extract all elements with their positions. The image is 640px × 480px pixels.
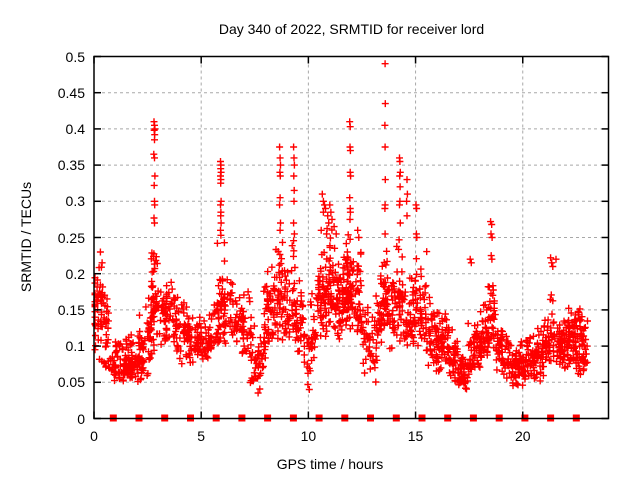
- y-tick-label: 0.1: [65, 338, 85, 355]
- y-tick-label: 0.45: [57, 84, 85, 101]
- y-tick-label: 0.15: [57, 301, 85, 318]
- y-tick-label: 0.3: [65, 193, 85, 210]
- y-tick-label: 0.4: [65, 120, 85, 137]
- x-tick-label: 20: [514, 428, 531, 444]
- y-tick-label: 0.2: [65, 265, 85, 282]
- y-tick-label: 0.5: [65, 48, 85, 65]
- chart-title: Day 340 of 2022, SRMTID for receiver lor…: [218, 21, 485, 37]
- x-axis-label: GPS time / hours: [276, 456, 384, 472]
- y-tick-label: 0.35: [57, 157, 85, 174]
- x-tick-label: 5: [197, 428, 206, 444]
- x-tick-label: 10: [300, 428, 317, 444]
- scatter-points: [91, 60, 591, 397]
- y-tick-label: 0.25: [57, 229, 85, 246]
- y-tick-label: 0: [77, 410, 85, 427]
- x-tick-label: 0: [90, 428, 98, 444]
- y-tick-label: 0.05: [57, 374, 85, 391]
- axis-ticks: [93, 55, 609, 420]
- x-tick-label: 15: [407, 428, 424, 444]
